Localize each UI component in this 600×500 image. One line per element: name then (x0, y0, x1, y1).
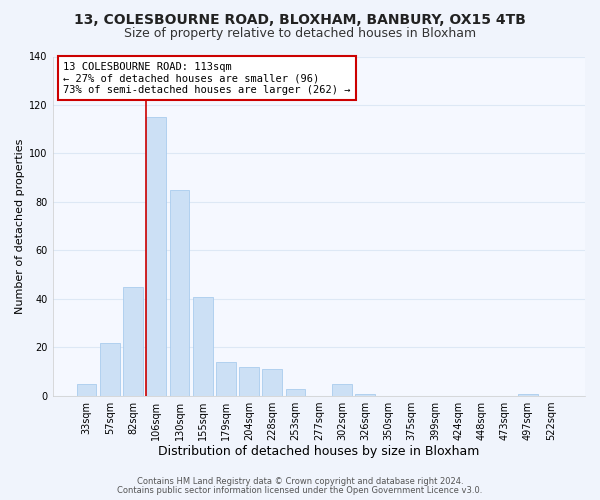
Bar (100, 342, 119, 396)
Bar (286, 388, 305, 396)
Bar (170, 190, 190, 396)
Y-axis label: Number of detached properties: Number of detached properties (15, 138, 25, 314)
Bar (216, 362, 236, 396)
Text: Contains public sector information licensed under the Open Government Licence v3: Contains public sector information licen… (118, 486, 482, 495)
Text: 13, COLESBOURNE ROAD, BLOXHAM, BANBURY, OX15 4TB: 13, COLESBOURNE ROAD, BLOXHAM, BANBURY, … (74, 12, 526, 26)
Bar (193, 296, 212, 396)
X-axis label: Distribution of detached houses by size in Bloxham: Distribution of detached houses by size … (158, 444, 479, 458)
Bar (518, 394, 538, 396)
Text: Size of property relative to detached houses in Bloxham: Size of property relative to detached ho… (124, 28, 476, 40)
Bar (239, 367, 259, 396)
Bar (355, 394, 375, 396)
Bar (262, 370, 282, 396)
Text: 13 COLESBOURNE ROAD: 113sqm
← 27% of detached houses are smaller (96)
73% of sem: 13 COLESBOURNE ROAD: 113sqm ← 27% of det… (63, 62, 350, 95)
Bar (332, 384, 352, 396)
Text: Contains HM Land Registry data © Crown copyright and database right 2024.: Contains HM Land Registry data © Crown c… (137, 477, 463, 486)
Bar (77, 384, 97, 396)
Bar (146, 117, 166, 396)
Bar (123, 287, 143, 396)
